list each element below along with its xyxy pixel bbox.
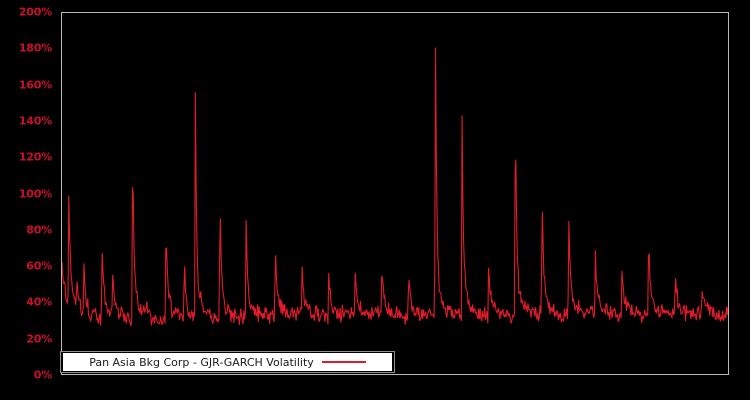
y-tick-label: 200% xyxy=(18,5,52,19)
plot-area xyxy=(61,12,729,375)
volatility-line xyxy=(62,48,728,327)
legend-line-swatch xyxy=(321,361,366,363)
y-tick-label: 20% xyxy=(26,332,52,346)
y-tick-label: 180% xyxy=(18,41,52,55)
volatility-series xyxy=(62,13,728,374)
y-tick-label: 40% xyxy=(26,295,52,309)
legend-inner: Pan Asia Bkg Corp - GJR-GARCH Volatility xyxy=(63,353,392,371)
y-tick-label: 60% xyxy=(26,259,52,273)
y-tick-label: 140% xyxy=(18,114,52,128)
y-tick-label: 0% xyxy=(33,368,52,382)
y-axis: 0% 20% 40% 60% 80% 100% 120% 140% 160% 180% 200% xyxy=(0,0,56,400)
y-tick-label: 100% xyxy=(18,187,52,200)
chart-legend[interactable]: Pan Asia Bkg Corp - GJR-GARCH Volatility xyxy=(60,351,395,373)
legend-label-volatility: Pan Asia Bkg Corp - GJR-GARCH Volatility xyxy=(89,355,314,369)
y-tick-label: 80% xyxy=(26,223,52,237)
y-tick-label: 120% xyxy=(18,150,52,164)
y-tick-label: 160% xyxy=(18,78,52,92)
